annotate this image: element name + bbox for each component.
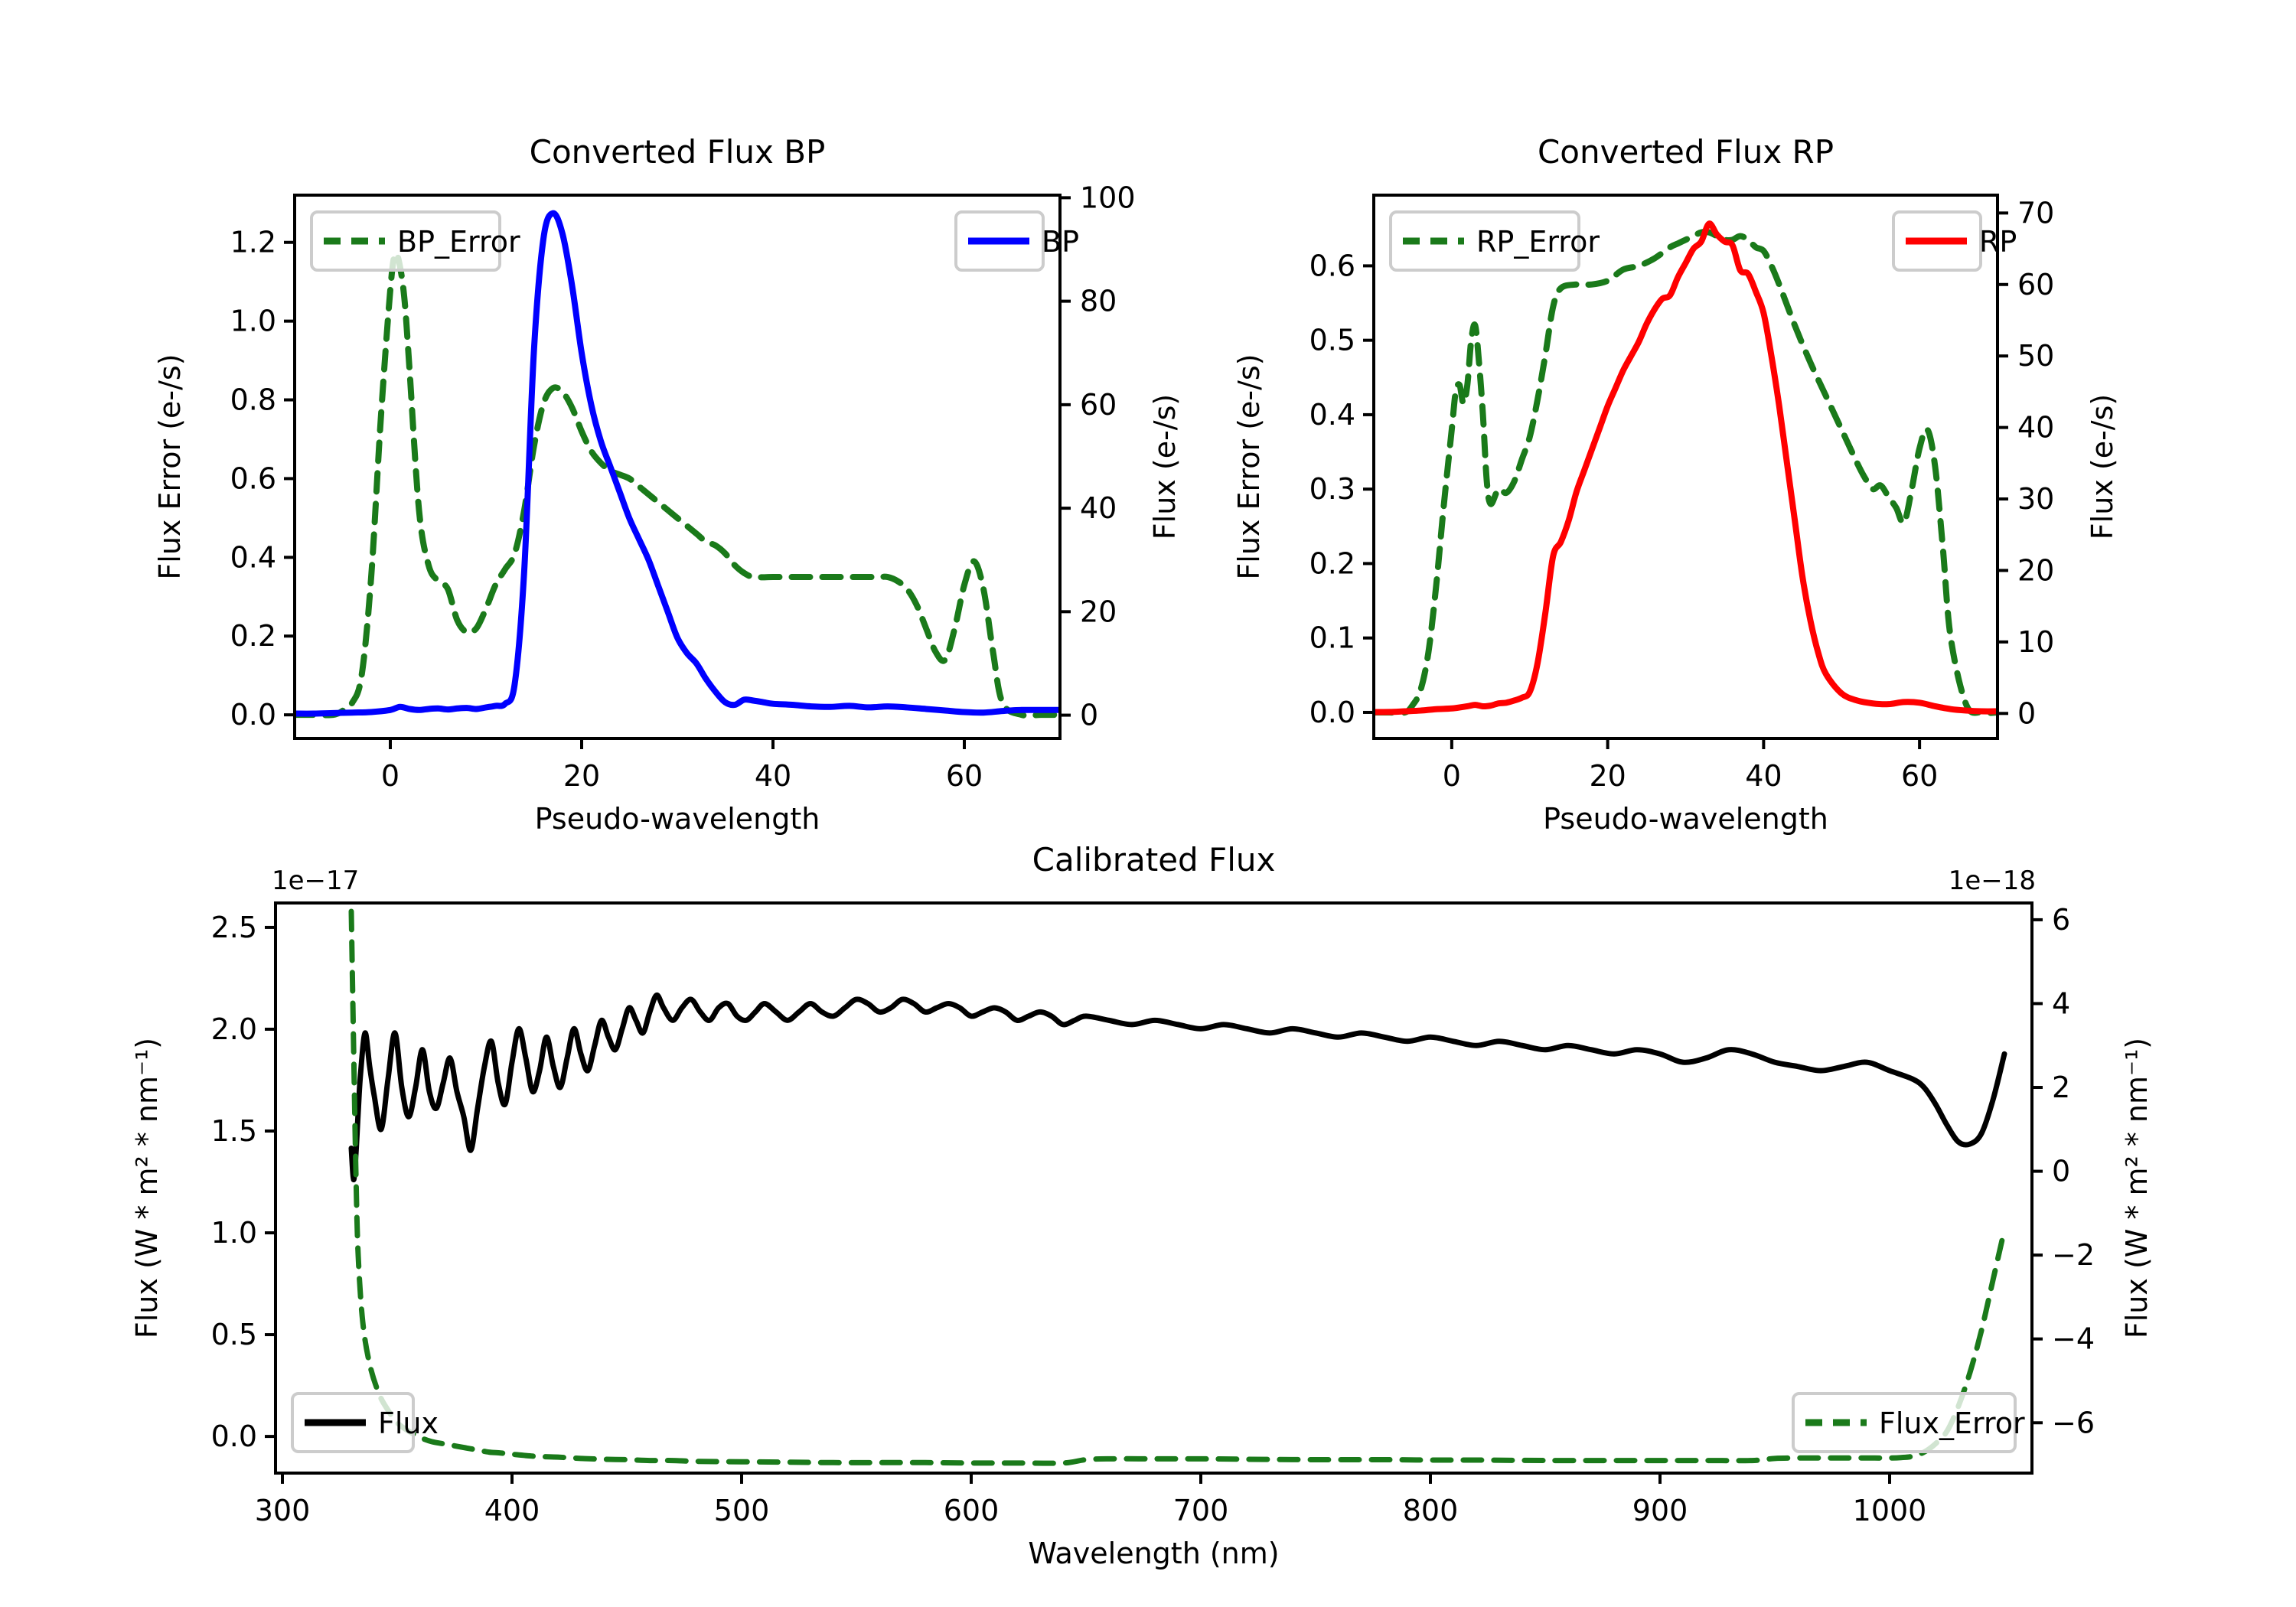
y-tick-label-right: 60 [2017, 268, 2054, 302]
x-tick-label: 1000 [1853, 1494, 1927, 1527]
y-tick-label-left: 0.5 [1309, 324, 1355, 357]
y-axis-label-left: Flux (W * m² * nm⁻¹) [130, 1038, 164, 1338]
axes-frame [1372, 194, 1999, 740]
subplot-calibrated: Calibrated Flux 300 400 500 600 700 800 900 1000… [130, 841, 2154, 1570]
plot-title: Converted Flux BP [530, 133, 826, 171]
x-axis-label: Pseudo-wavelength [535, 802, 820, 836]
x-tick-label: 20 [563, 759, 600, 793]
legend-calibrated-flux[interactable]: Flux_Error [1792, 1392, 2025, 1453]
legend-label: BP_Error [397, 225, 520, 259]
series-rp [1375, 220, 1996, 715]
offset-label-right: 1e−18 [1949, 865, 2036, 896]
y-tick-label-left: 0.0 [1309, 696, 1355, 729]
y-tick-label-left: 1.5 [211, 1114, 257, 1148]
y-tick-label-right: 70 [2017, 196, 2054, 230]
axes-frame [293, 194, 1062, 740]
y-tick-label-right: 40 [1080, 491, 1117, 525]
series-flux [348, 993, 2007, 1183]
y-tick-label-right: 100 [1080, 181, 1136, 214]
series-flux_error [348, 908, 2007, 1466]
axes-frame [274, 901, 2033, 1475]
series-bp_error [296, 249, 1058, 719]
y-tick-label-right: 20 [2017, 553, 2054, 587]
series-bp [296, 210, 1058, 717]
y-axis-label-left: Flux Error (e-/s) [1232, 354, 1266, 579]
y-tick-label-right: 0 [2017, 696, 2036, 730]
x-tick-label: 600 [944, 1494, 1000, 1527]
x-tick-label: 500 [714, 1494, 770, 1527]
plot-title: Converted Flux RP [1538, 133, 1834, 171]
y-tick-label-right: 50 [2017, 339, 2054, 373]
y-tick-label-right: 30 [2017, 482, 2054, 516]
y-tick-label-right: 40 [2017, 411, 2054, 445]
x-tick-label: 300 [255, 1494, 311, 1527]
y-tick-label-left: 0.4 [1309, 398, 1355, 432]
y-axis-label-right: Flux (W * m² * nm⁻¹) [2120, 1038, 2154, 1338]
x-tick-label: 60 [946, 759, 983, 793]
y-tick-label-right: 4 [2052, 986, 2070, 1020]
x-axis-label: Wavelength (nm) [1028, 1537, 1279, 1570]
x-tick-label: 0 [381, 759, 400, 793]
y-tick-label-left: 0.6 [1309, 249, 1355, 282]
y-tick-label-right: 80 [1080, 285, 1117, 318]
legend-label: BP [1042, 225, 1079, 259]
y-tick-label-right: 6 [2052, 903, 2070, 937]
x-tick-label: 400 [484, 1494, 540, 1527]
y-tick-label-right: 2 [2052, 1071, 2070, 1104]
legend-bp-flux[interactable]: BP [954, 210, 1079, 272]
y-axis-label-right: Flux (e-/s) [1148, 394, 1182, 539]
x-tick-label: 40 [1745, 759, 1782, 793]
offset-label-left: 1e−17 [272, 865, 359, 896]
x-tick-label: 0 [1443, 759, 1461, 793]
y-axis-label-left: Flux Error (e-/s) [153, 354, 187, 579]
y-tick-label-left: 0.4 [230, 540, 276, 574]
legend-label: Flux [378, 1407, 439, 1440]
legend-bp-error[interactable]: BP_Error [310, 210, 520, 272]
legend-label: RP_Error [1476, 225, 1600, 259]
y-tick-label-left: 2.0 [211, 1012, 257, 1046]
y-tick-label-right: 0 [1080, 699, 1098, 732]
y-axis-label-right: Flux (e-/s) [2086, 394, 2119, 539]
y-tick-label-right: 10 [2017, 625, 2054, 659]
y-tick-label-left: 0.6 [230, 461, 276, 495]
x-tick-label: 900 [1632, 1494, 1688, 1527]
legend-label: RP [1979, 225, 2017, 259]
y-tick-label-left: 1.0 [211, 1216, 257, 1250]
y-tick-label-left: 2.5 [211, 911, 257, 944]
y-tick-label-left: 0.8 [230, 383, 276, 417]
y-tick-label-right: 20 [1080, 595, 1117, 628]
y-tick-label-left: 0.3 [1309, 472, 1355, 506]
y-tick-label-left: 0.2 [230, 619, 276, 653]
subplot-rp: Converted Flux RP 0 20 40 60 Pseudo-wavelengt… [1232, 133, 2119, 836]
x-tick-label: 20 [1589, 759, 1626, 793]
x-axis-label: Pseudo-wavelength [1543, 802, 1828, 836]
y-tick-label-right: −4 [2052, 1322, 2095, 1356]
series-rp_error [1375, 229, 1996, 716]
legend-rp-flux[interactable]: RP [1892, 210, 2017, 272]
y-tick-label-left: 0.1 [1309, 621, 1355, 655]
legend-calibrated-error[interactable]: Flux [291, 1392, 439, 1453]
y-tick-label-left: 0.0 [230, 698, 276, 732]
y-tick-label-left: 0.2 [1309, 546, 1355, 580]
x-tick-label: 60 [1901, 759, 1938, 793]
y-tick-label-right: 0 [2052, 1155, 2070, 1188]
y-tick-label-left: 1.2 [230, 226, 276, 259]
y-tick-label-right: −6 [2052, 1406, 2095, 1439]
plot-title: Calibrated Flux [1032, 841, 1276, 878]
x-tick-label: 700 [1173, 1494, 1229, 1527]
x-tick-label: 40 [755, 759, 791, 793]
legend-rp-error[interactable]: RP_Error [1389, 210, 1600, 272]
legend-label: Flux_Error [1879, 1407, 2025, 1440]
x-tick-label: 800 [1403, 1494, 1459, 1527]
y-tick-label-right: 60 [1080, 388, 1117, 422]
y-tick-label-left: 0.5 [211, 1318, 257, 1351]
y-tick-label-left: 0.0 [211, 1420, 257, 1453]
y-tick-label-right: −2 [2052, 1238, 2095, 1272]
subplot-bp: Converted Flux BP 0 20 40 60 Pseudo-wavelengt… [153, 133, 1182, 836]
y-tick-label-left: 1.0 [230, 305, 276, 338]
